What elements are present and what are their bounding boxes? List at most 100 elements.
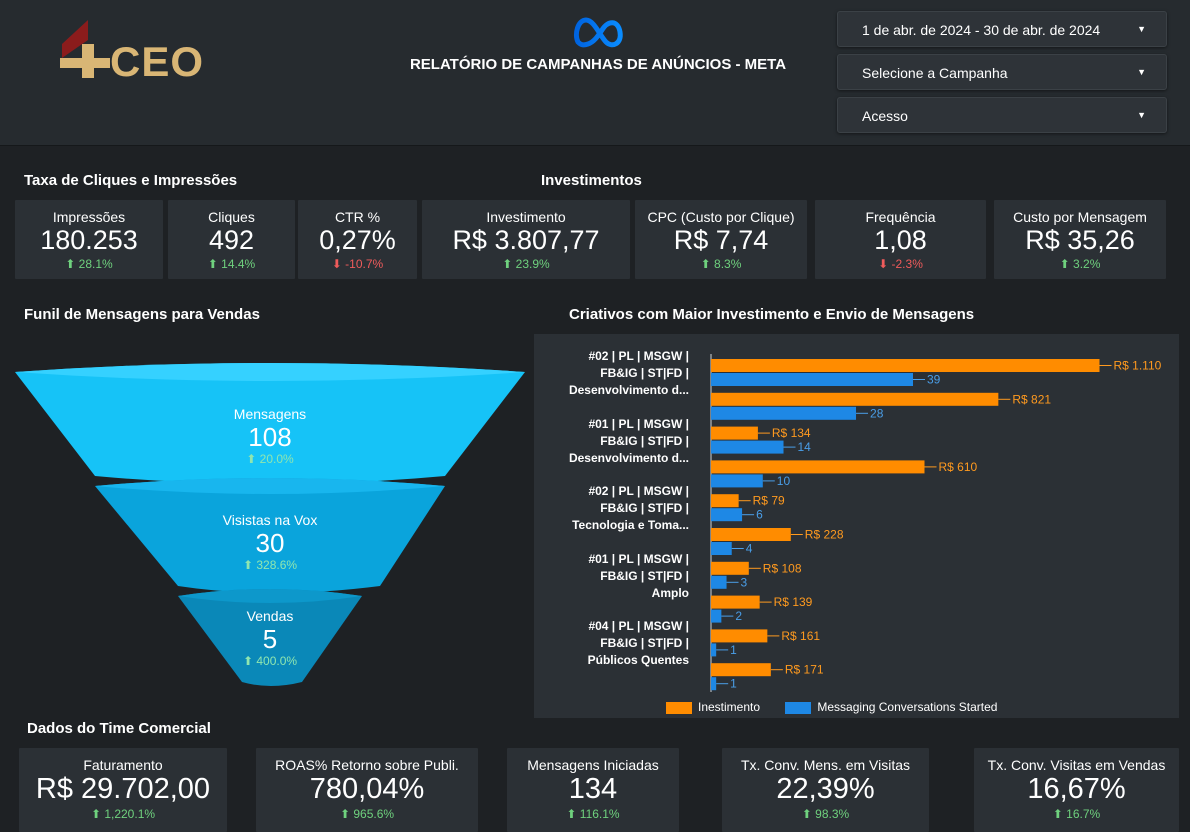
data-label-investment: R$ 108: [763, 561, 802, 575]
section-title-funnel: Funil de Mensagens para Vendas: [24, 306, 260, 323]
kpi-value: 492: [208, 225, 255, 255]
meta-logo-icon: [573, 17, 623, 48]
kpi-label: Faturamento: [83, 757, 163, 773]
campaign-label: Selecione a Campanha: [862, 65, 1008, 81]
kpi-ctr: CTR % 0,27% ⬇ -10.7%: [298, 200, 417, 279]
category-label-line: Tecnologia e Toma...: [572, 518, 689, 533]
data-label-messages: 28: [870, 406, 884, 420]
creatives-chart: R$ 1.110 39 R$ 821 28 R$ 134 14 R$ 610 10 R$ 79 6…: [534, 334, 1179, 718]
bar-investment: [711, 359, 1100, 372]
kpi-label: Investimento: [486, 209, 566, 225]
chevron-down-icon: ▼: [1137, 110, 1146, 120]
bar-investment: [711, 663, 771, 677]
data-label-investment: R$ 79: [753, 494, 785, 508]
kpi-label: ROAS% Retorno sobre Publi.: [275, 757, 459, 773]
bar-messages: [711, 373, 913, 386]
category-label-line: Desenvolvimento d...: [568, 450, 689, 465]
kpi-label: Impressões: [52, 209, 126, 225]
data-label-messages: 1: [730, 677, 737, 691]
funnel-stage-sales: [178, 589, 362, 686]
kpi-revenue: Faturamento R$ 29.702,00 ⬆ 1,220.1%: [19, 748, 227, 832]
kpi-label: Tx. Conv. Mens. em Visitas: [740, 757, 911, 773]
kpi-conv-visits-sales: Tx. Conv. Visitas em Vendas 16,67% ⬆ 16.…: [974, 748, 1179, 832]
kpi-value: 1,08: [874, 225, 927, 255]
category-label-line: #04 | PL | MSGW |: [588, 619, 689, 634]
access-dropdown[interactable]: Acesso ▼: [837, 97, 1167, 133]
kpi-delta: ⬆ 1,220.1%: [90, 807, 156, 821]
kpi-value: R$ 7,74: [673, 225, 769, 255]
kpi-label: Custo por Mensagem: [1013, 209, 1147, 225]
bar-messages: [711, 508, 743, 522]
funnel-label: Vendas: [246, 608, 294, 624]
bar-investment: [711, 561, 749, 575]
campaign-dropdown[interactable]: Selecione a Campanha ▼: [837, 54, 1167, 90]
section-title-clicks: Taxa de Cliques e Impressões: [24, 172, 238, 189]
kpi-value: 134: [568, 773, 618, 805]
funnel-value: 108: [248, 422, 292, 452]
kpi-delta: ⬆ 14.4%: [207, 257, 256, 271]
bar-investment: [711, 629, 768, 643]
kpi-value: 0,27%: [319, 225, 396, 255]
category-label-line: #01 | PL | MSGW |: [588, 551, 689, 566]
bar-messages: [711, 575, 727, 589]
kpi-conv-messages-visits: Tx. Conv. Mens. em Visitas 22,39% ⬆ 98.3…: [722, 748, 929, 832]
category-label-line: FB&IG | ST|FD |: [600, 433, 689, 448]
category-label-line: #02 | PL | MSGW |: [588, 484, 689, 499]
sales-funnel: Mensagens 108 ⬆ 20.0% Visistas na Vox 30…: [10, 360, 530, 690]
data-label-messages: 14: [798, 440, 812, 454]
kpi-cost-per-message: Custo por Mensagem R$ 35,26 ⬆ 3.2%: [994, 200, 1166, 279]
logo-mark-icon: [60, 20, 110, 78]
funnel-stage-visits: [95, 478, 445, 593]
data-label-investment: R$ 139: [774, 595, 813, 609]
kpi-delta: ⬆ 965.6%: [339, 807, 395, 821]
funnel-label: Mensagens: [233, 406, 307, 422]
kpi-delta: ⬆ 28.1%: [65, 257, 113, 271]
bar-messages: [711, 474, 763, 488]
data-label-messages: 1: [730, 643, 737, 657]
data-label-investment: R$ 610: [939, 460, 978, 474]
category-label-line: FB&IG | ST|FD |: [600, 568, 689, 583]
legend-swatch-messages: [785, 701, 812, 714]
funnel-stage-messages: [15, 363, 525, 484]
bar-investment: [711, 392, 999, 406]
kpi-value: 16,67%: [1027, 773, 1126, 805]
kpi-delta: ⬆ 23.9%: [502, 257, 550, 271]
date-range-dropdown[interactable]: 1 de abr. de 2024 - 30 de abr. de 2024 ▼: [837, 11, 1167, 47]
kpi-value: R$ 3.807,77: [452, 225, 600, 255]
data-label-investment: R$ 161: [781, 629, 820, 643]
data-label-messages: 4: [746, 542, 753, 556]
kpi-label: Mensagens Iniciadas: [527, 757, 659, 773]
category-label-line: #01 | PL | MSGW |: [588, 416, 689, 431]
kpi-label: Cliques: [208, 209, 255, 225]
kpi-value: 180.253: [40, 225, 138, 255]
category-label: #01 | PL | MSGW | FB&IG | ST|FD | Desenvol…: [539, 416, 689, 467]
section-title-investments: Investimentos: [541, 172, 642, 189]
kpi-delta: ⬆ 116.1%: [566, 807, 620, 821]
bar-investment: [711, 595, 760, 609]
funnel-value: 5: [262, 624, 278, 654]
data-label-investment: R$ 171: [785, 663, 824, 677]
chart-legend: Inestimento Messaging Conversations Star…: [666, 700, 997, 714]
category-label: #02 | PL | MSGW | FB&IG | ST|FD | Desenvol…: [539, 348, 689, 399]
kpi-delta: ⬇ -10.7%: [331, 257, 384, 271]
kpi-label: CPC (Custo por Clique): [647, 209, 795, 225]
logo-text: CEO: [110, 38, 205, 85]
bar-messages: [711, 643, 717, 657]
kpi-delta: ⬇ -2.3%: [878, 257, 923, 271]
kpi-value: 780,04%: [309, 773, 425, 805]
category-label: #04 | PL | MSGW | FB&IG | ST|FD | Públicos…: [539, 618, 689, 669]
bar-messages: [711, 677, 717, 691]
data-label-messages: 3: [741, 575, 748, 589]
category-label-line: #02 | PL | MSGW |: [588, 349, 689, 363]
kpi-roas: ROAS% Retorno sobre Publi. 780,04% ⬆ 965…: [256, 748, 478, 832]
funnel-value: 30: [255, 528, 285, 558]
kpi-delta: ⬆ 98.3%: [801, 807, 850, 821]
data-label-messages: 6: [756, 508, 763, 522]
bar-investment: [711, 460, 925, 474]
section-title-sales-team: Dados do Time Comercial: [27, 720, 211, 737]
funnel-messages-text: Mensagens 108 ⬆ 20.0%: [190, 406, 350, 466]
funnel-delta: ⬆ 400.0%: [242, 654, 298, 668]
legend-label-messages: Messaging Conversations Started: [817, 700, 998, 714]
category-label-line: Desenvolvimento d...: [568, 383, 689, 397]
